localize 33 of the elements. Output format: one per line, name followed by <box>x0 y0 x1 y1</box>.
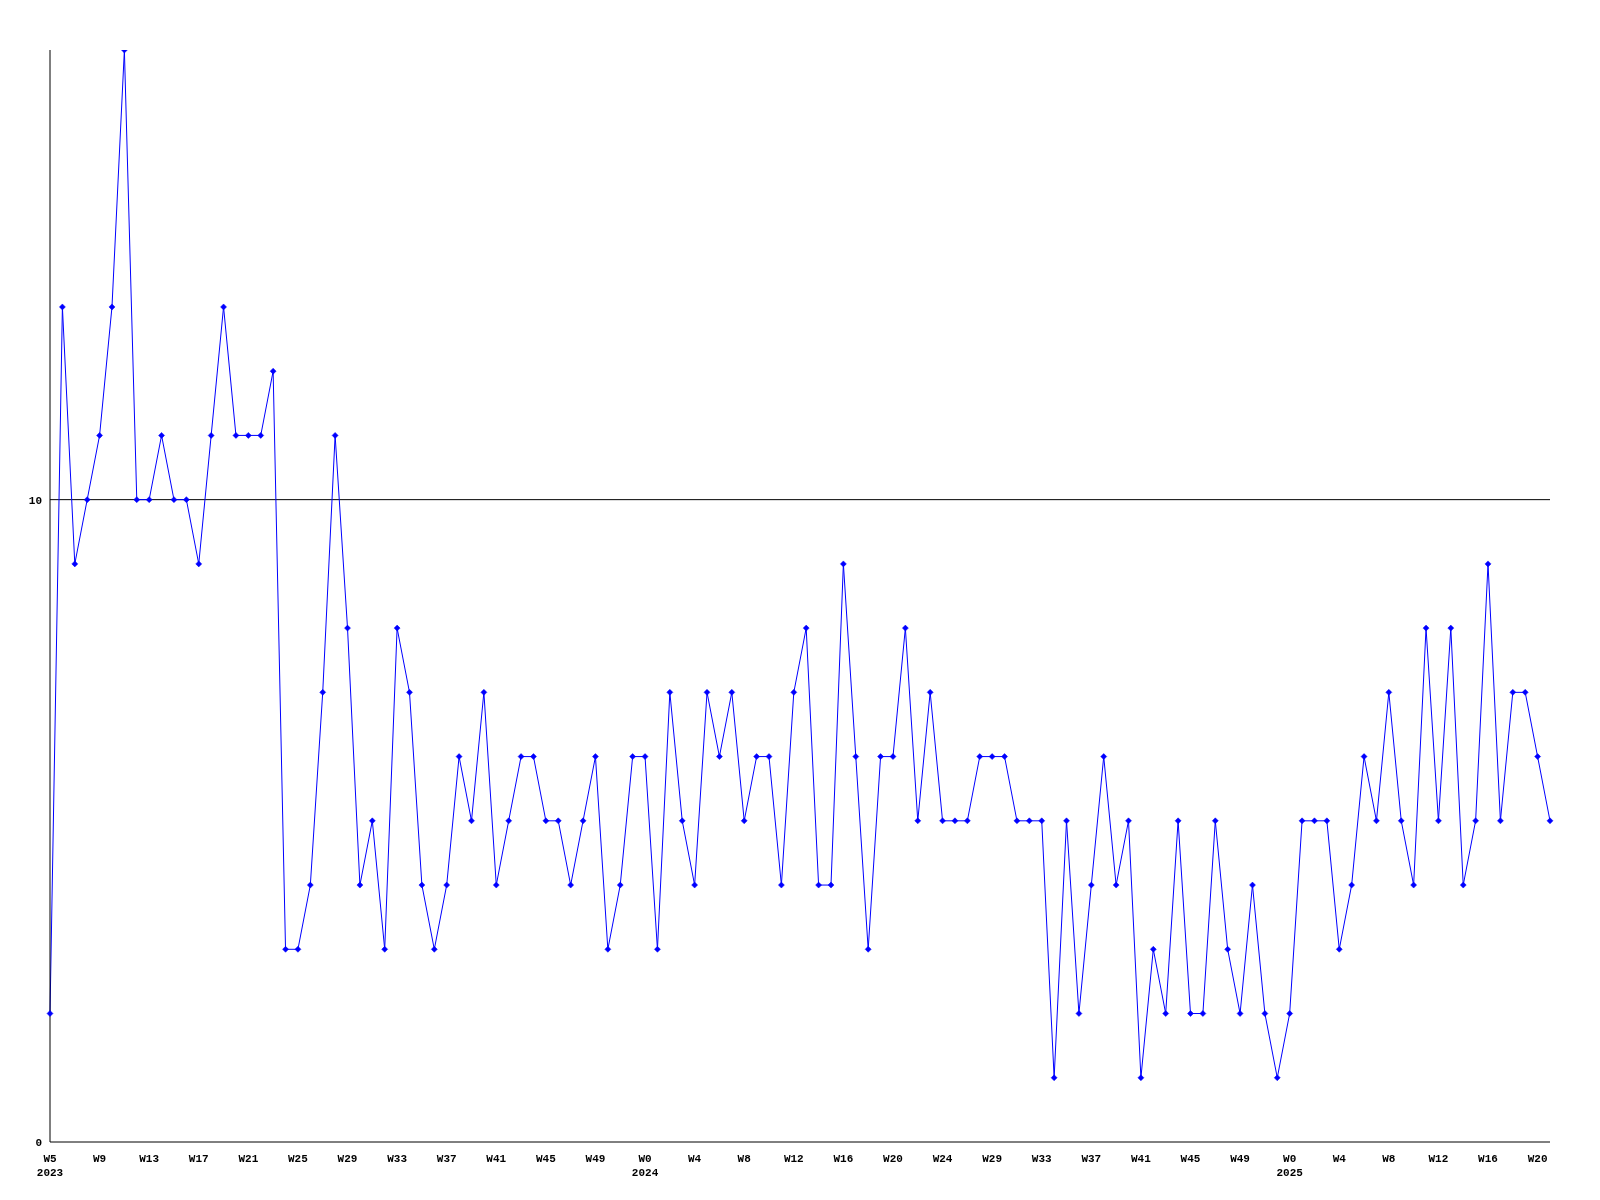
x-tick-label: W29 <box>982 1153 1003 1165</box>
x-tick-label: W33 <box>387 1153 408 1165</box>
x-tick-label: W20 <box>883 1153 903 1165</box>
x-tick-label: W4 <box>1332 1153 1347 1165</box>
x-tick-label: W24 <box>932 1153 953 1165</box>
x-tick-label: W8 <box>1382 1153 1396 1165</box>
x-tick-label: W17 <box>188 1153 209 1165</box>
x-tick-label: W12 <box>1428 1153 1449 1165</box>
x-tick-label: W37 <box>1081 1153 1102 1165</box>
x-tick-label: W29 <box>337 1153 358 1165</box>
x-tick-label: W41 <box>1131 1153 1152 1165</box>
x-tick-label: W45 <box>1180 1153 1201 1165</box>
x-tick-label: W20 <box>1527 1153 1548 1165</box>
x-tick-label: W13 <box>139 1153 160 1165</box>
x-tick-label: W0 2025 <box>1276 1153 1304 1179</box>
y-tick-label: 0 <box>35 1136 42 1149</box>
y-tick-label: 10 <box>28 494 42 507</box>
x-tick-label: W49 <box>1230 1153 1250 1165</box>
x-tick-label: W12 <box>783 1153 804 1165</box>
x-tick-label: W16 <box>1478 1153 1498 1165</box>
x-tick-label: W41 <box>486 1153 507 1165</box>
x-tick-label: W8 <box>737 1153 752 1165</box>
x-tick-label: W45 <box>535 1153 557 1165</box>
x-tick-label: W21 <box>238 1153 259 1165</box>
x-tick-label: W16 <box>833 1153 854 1165</box>
x-tick-label: W25 <box>288 1153 309 1165</box>
x-tick-label: W9 <box>92 1153 107 1165</box>
x-tick-label: W37 <box>436 1153 457 1165</box>
x-tick-label: W4 <box>688 1153 702 1165</box>
x-tick-label: W5 2023 <box>36 1153 64 1179</box>
x-tick-label: W49 <box>585 1153 606 1165</box>
x-tick-label: W0 2024 <box>631 1153 659 1179</box>
x-tick-label: W33 <box>1031 1153 1053 1165</box>
